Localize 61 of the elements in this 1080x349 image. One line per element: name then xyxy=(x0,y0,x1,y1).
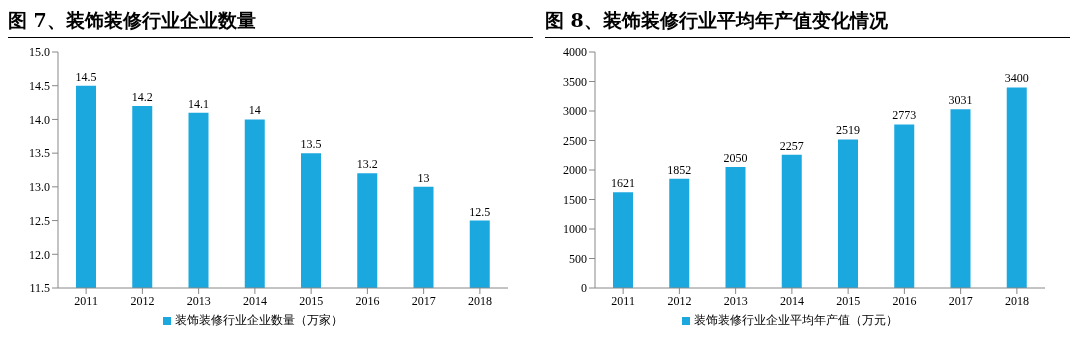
data-label: 3400 xyxy=(1004,71,1029,86)
bar xyxy=(1006,87,1027,288)
y-tick-label: 13.0 xyxy=(29,180,50,195)
y-tick-label: 3500 xyxy=(563,74,587,89)
y-tick-label: 14.5 xyxy=(29,78,50,93)
y-tick-label: 4000 xyxy=(563,45,587,60)
x-tick-label: 2015 xyxy=(299,293,324,308)
y-tick-label: 11.5 xyxy=(29,281,50,296)
data-label: 3031 xyxy=(948,93,973,108)
data-label: 14.1 xyxy=(188,96,209,111)
y-tick-label: 1500 xyxy=(563,192,587,207)
data-label: 13.2 xyxy=(356,157,378,172)
legend-label: 装饰装修行业企业平均年产值（万元） xyxy=(694,313,898,327)
data-label: 1852 xyxy=(667,162,692,177)
x-tick-label: 2014 xyxy=(242,293,267,308)
data-label: 14.5 xyxy=(75,69,97,84)
y-tick-label: 3000 xyxy=(563,104,587,119)
y-tick-label: 2000 xyxy=(563,163,587,178)
x-tick-label: 2018 xyxy=(467,293,492,308)
y-tick-label: 0 xyxy=(581,281,587,296)
x-tick-label: 2016 xyxy=(892,293,917,308)
x-tick-label: 2013 xyxy=(723,293,748,308)
legend-label: 装饰装修行业企业数量（万家） xyxy=(175,313,343,327)
data-label: 2773 xyxy=(892,108,917,123)
x-tick-label: 2017 xyxy=(411,293,436,308)
bar xyxy=(950,109,971,288)
bar xyxy=(725,167,746,288)
data-label: 12.5 xyxy=(469,204,491,219)
bar xyxy=(838,139,858,288)
x-tick-label: 2014 xyxy=(779,293,804,308)
data-label: 1621 xyxy=(611,176,635,191)
bar xyxy=(669,178,690,288)
data-label: 13 xyxy=(417,170,430,185)
y-tick-label: 14.0 xyxy=(29,112,50,127)
y-tick-label: 1000 xyxy=(563,222,587,237)
bar xyxy=(781,154,802,288)
data-label: 13.5 xyxy=(300,137,322,152)
y-tick-label: 500 xyxy=(569,251,587,266)
data-label: 14.2 xyxy=(131,89,153,104)
x-tick-label: 2018 xyxy=(1004,293,1029,308)
data-label: 2519 xyxy=(836,123,860,138)
x-tick-label: 2017 xyxy=(948,293,973,308)
y-tick-label: 13.5 xyxy=(29,146,50,161)
x-tick-label: 2012 xyxy=(667,293,692,308)
data-label: 14 xyxy=(248,103,261,118)
x-tick-label: 2011 xyxy=(74,293,98,308)
bar xyxy=(894,124,915,288)
x-tick-label: 2012 xyxy=(130,293,155,308)
y-tick-label: 15.0 xyxy=(29,45,50,60)
x-tick-label: 2013 xyxy=(186,293,211,308)
chart-title: 图 8、装饰装修行业平均年产值变化情况 xyxy=(545,8,1070,38)
data-label: 2257 xyxy=(779,138,804,153)
y-tick-label: 12.0 xyxy=(29,247,50,262)
x-tick-label: 2011 xyxy=(611,293,635,308)
y-tick-label: 12.5 xyxy=(29,213,50,228)
chart-title: 图 7、装饰装修行业企业数量 xyxy=(8,8,533,38)
y-tick-label: 2500 xyxy=(563,133,587,148)
data-label: 2050 xyxy=(723,151,748,166)
x-tick-label: 2015 xyxy=(836,293,861,308)
x-tick-label: 2016 xyxy=(355,293,380,308)
bar xyxy=(613,192,633,288)
